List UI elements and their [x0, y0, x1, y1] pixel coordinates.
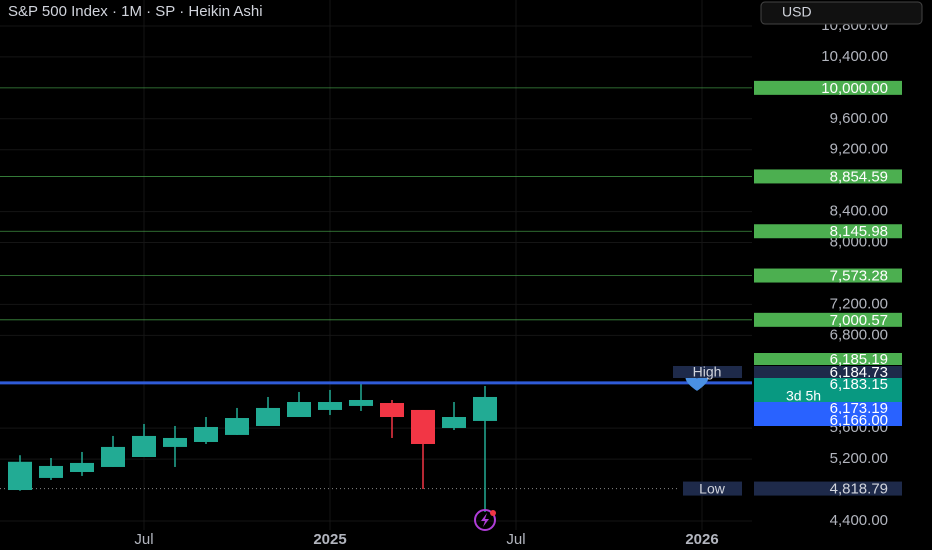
candle-body: [256, 407, 280, 426]
x-tick-label: 2025: [313, 531, 346, 548]
low-badge: [754, 481, 902, 496]
level-badge: [754, 224, 902, 239]
price-badge: 6,166.00: [830, 412, 888, 429]
price-badge-box: [754, 414, 902, 426]
price-badge-box: [754, 378, 902, 402]
alert-icon[interactable]: [474, 509, 496, 531]
y-tick-label: 6,800.00: [830, 326, 888, 343]
level-label: 10,000.00: [821, 80, 888, 97]
candle-body: [194, 426, 218, 442]
y-tick-label: 8,400.00: [830, 203, 888, 220]
candle-body: [101, 446, 125, 467]
candle-body: [8, 461, 32, 491]
x-tick-label: Jul: [134, 531, 153, 548]
candle-body: [39, 465, 63, 478]
price-badge-box: [754, 402, 902, 414]
high-tag-box: [673, 366, 742, 378]
candle-body: [349, 399, 373, 406]
level-badge: [754, 268, 902, 283]
low-tag-box: [683, 481, 742, 496]
high-badge-box: [754, 366, 902, 378]
price-badge: 6,183.15: [830, 376, 888, 393]
candle-body: [411, 409, 435, 444]
currency[interactable]: USD: [782, 4, 812, 20]
countdown: 3d 5h: [786, 388, 821, 404]
candle-body: [473, 396, 497, 421]
level-badge: [754, 169, 902, 184]
level-label: 8,145.98: [830, 223, 888, 240]
level-label: 7,573.28: [830, 268, 888, 285]
x-tick-label: 2026: [685, 531, 718, 548]
y-tick-label: 10,400.00: [821, 48, 888, 65]
low-label: 4,818.79: [830, 481, 888, 498]
level-badge: [754, 312, 902, 327]
level-badge: [754, 80, 902, 95]
y-tick-label: 7,200.00: [830, 295, 888, 312]
candle-body: [70, 462, 94, 472]
level-label: 7,000.57: [830, 312, 888, 329]
high-badge: 6,184.73: [830, 364, 888, 381]
y-tick-label: 5,200.00: [830, 450, 888, 467]
candle-body: [132, 435, 156, 457]
candle-body: [442, 417, 466, 428]
candle-body: [225, 418, 249, 435]
candle-body: [318, 402, 342, 410]
chart-title: S&P 500 Index · 1M · SP · Heikin Ashi: [8, 3, 263, 20]
y-tick-label: 9,600.00: [830, 110, 888, 127]
currency-button[interactable]: [760, 1, 923, 25]
price-badge-box: [754, 353, 902, 365]
price-badge: 6,185.19: [830, 351, 888, 368]
candle-body: [287, 402, 311, 418]
level-label: 8,854.59: [830, 168, 888, 185]
heart-icon: [685, 374, 709, 391]
low-tag: Low: [699, 480, 726, 496]
candle-body: [380, 403, 404, 418]
y-tick-label: 4,400.00: [830, 512, 888, 529]
price-badge: 6,173.19: [830, 400, 888, 417]
x-tick-label: Jul: [506, 531, 525, 548]
y-tick-label: 9,200.00: [830, 141, 888, 158]
high-tag: High: [693, 364, 722, 380]
candle-body: [163, 437, 187, 447]
